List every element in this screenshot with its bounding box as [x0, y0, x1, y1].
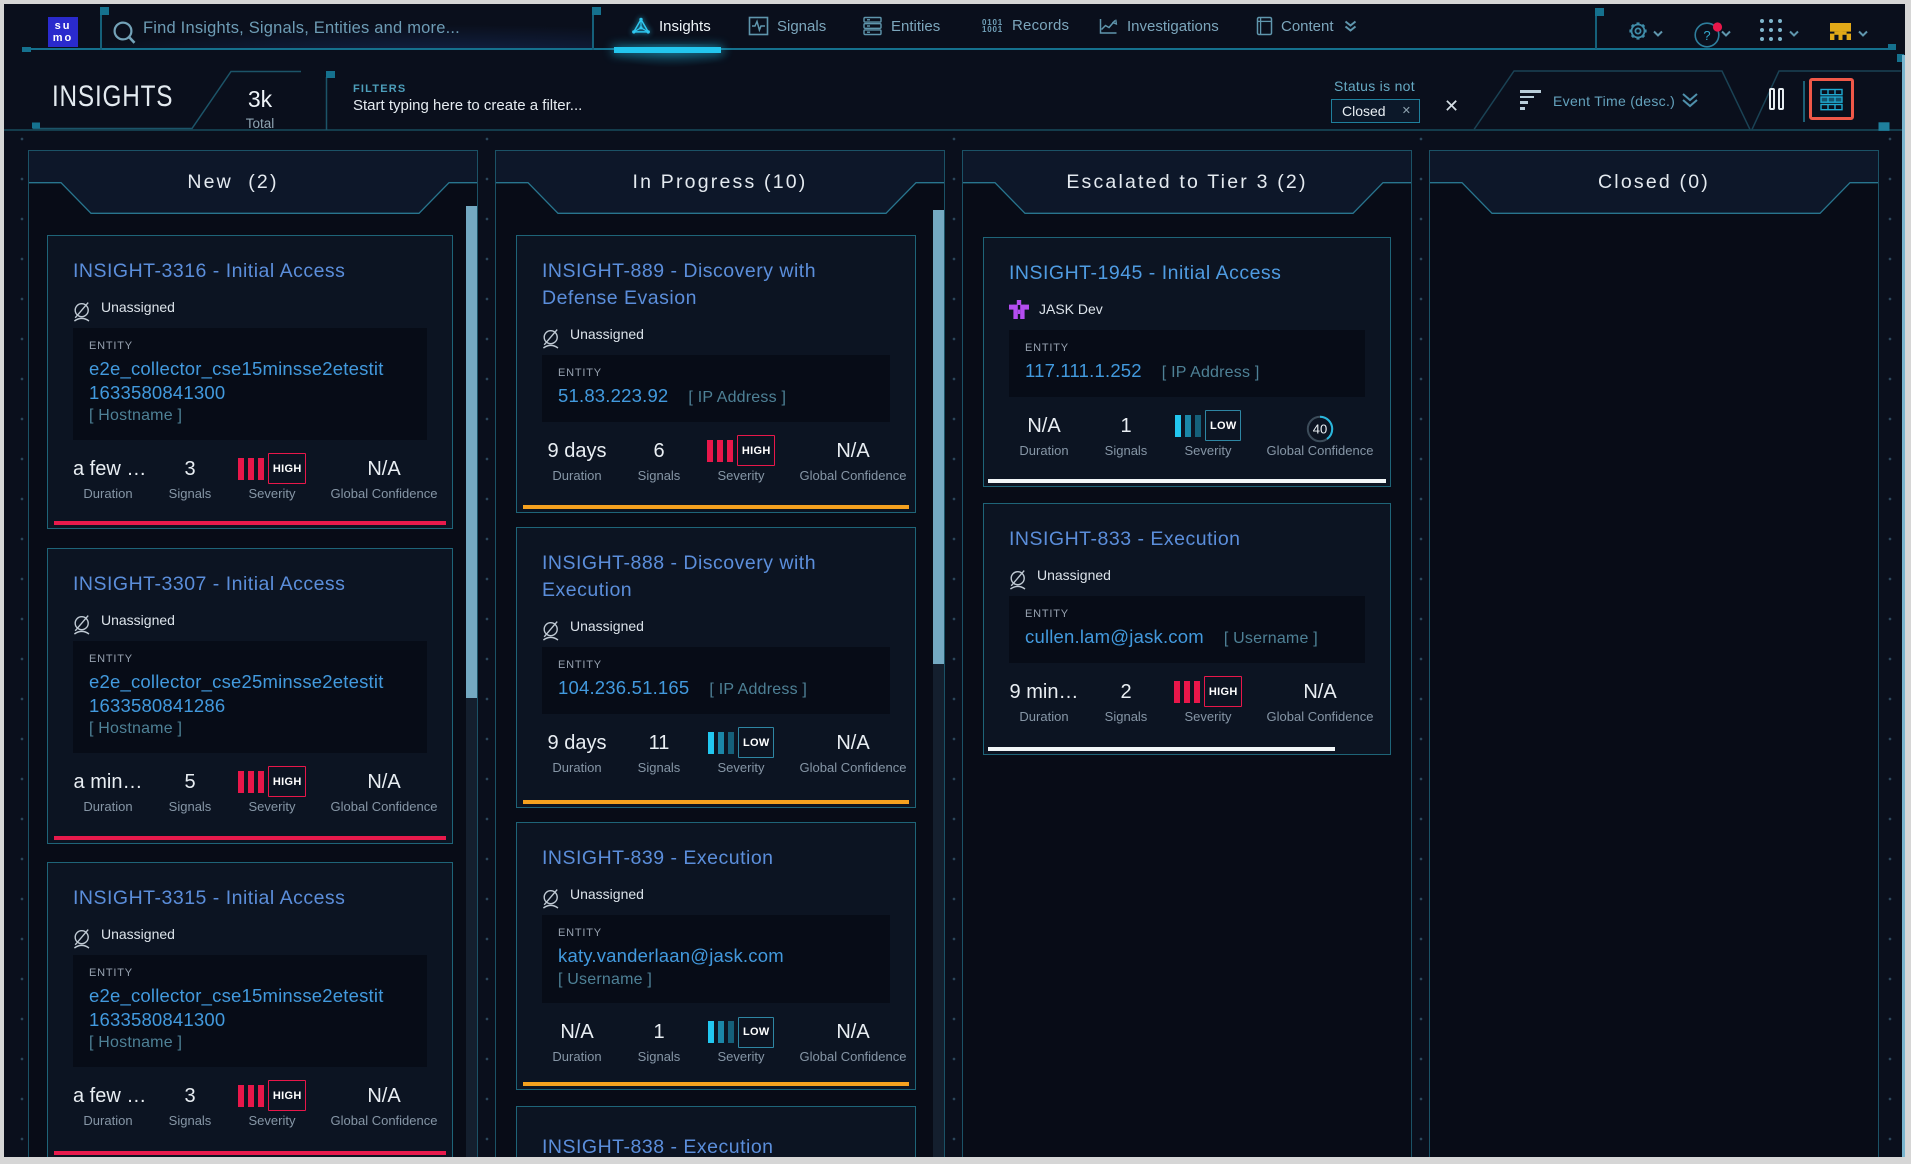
svg-text:40: 40 — [1313, 421, 1327, 436]
svg-text:?: ? — [1703, 28, 1710, 43]
